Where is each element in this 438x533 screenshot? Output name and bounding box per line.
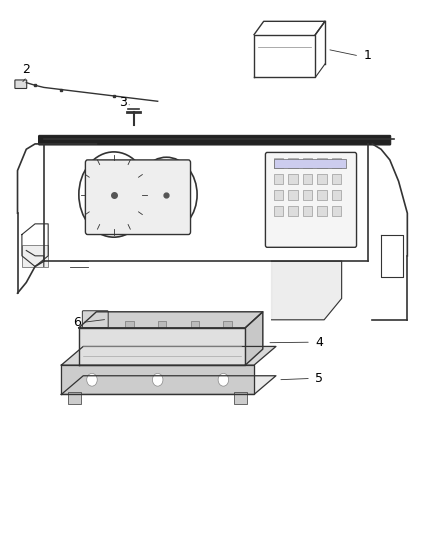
Bar — [332, 174, 341, 184]
Polygon shape — [79, 312, 263, 328]
Text: 5: 5 — [315, 372, 323, 385]
Polygon shape — [61, 365, 254, 394]
Polygon shape — [61, 346, 276, 365]
Polygon shape — [79, 328, 245, 365]
Bar — [303, 174, 312, 184]
Bar — [332, 190, 341, 200]
Bar — [274, 158, 283, 168]
Bar — [303, 158, 312, 168]
Bar — [92, 321, 101, 328]
Bar — [288, 158, 298, 168]
Bar — [274, 174, 283, 184]
Text: 4: 4 — [315, 336, 323, 349]
FancyBboxPatch shape — [82, 311, 108, 328]
Bar — [332, 206, 341, 216]
Circle shape — [87, 373, 97, 386]
Bar — [288, 174, 298, 184]
FancyBboxPatch shape — [265, 152, 357, 247]
Bar — [274, 206, 283, 216]
Bar — [332, 158, 341, 168]
Polygon shape — [61, 376, 276, 394]
Bar — [223, 321, 232, 328]
Bar — [317, 158, 327, 168]
Bar — [274, 159, 346, 168]
Bar — [234, 392, 247, 404]
Text: 1: 1 — [364, 50, 371, 62]
Circle shape — [218, 373, 229, 386]
Bar — [317, 190, 327, 200]
Text: 2: 2 — [22, 63, 30, 76]
Circle shape — [152, 373, 163, 386]
Bar — [22, 245, 48, 266]
Polygon shape — [272, 261, 342, 320]
Polygon shape — [245, 312, 263, 365]
Text: 3: 3 — [119, 96, 127, 109]
Bar — [317, 174, 327, 184]
Bar — [274, 190, 283, 200]
Bar — [303, 190, 312, 200]
Text: 6: 6 — [73, 316, 81, 329]
Bar — [303, 206, 312, 216]
Bar — [191, 321, 199, 328]
FancyBboxPatch shape — [85, 160, 191, 235]
Bar — [288, 206, 298, 216]
Bar — [158, 321, 166, 328]
Bar — [68, 392, 81, 404]
Bar — [125, 321, 134, 328]
Bar — [317, 206, 327, 216]
FancyBboxPatch shape — [39, 135, 391, 145]
Bar — [288, 190, 298, 200]
FancyBboxPatch shape — [15, 80, 27, 88]
